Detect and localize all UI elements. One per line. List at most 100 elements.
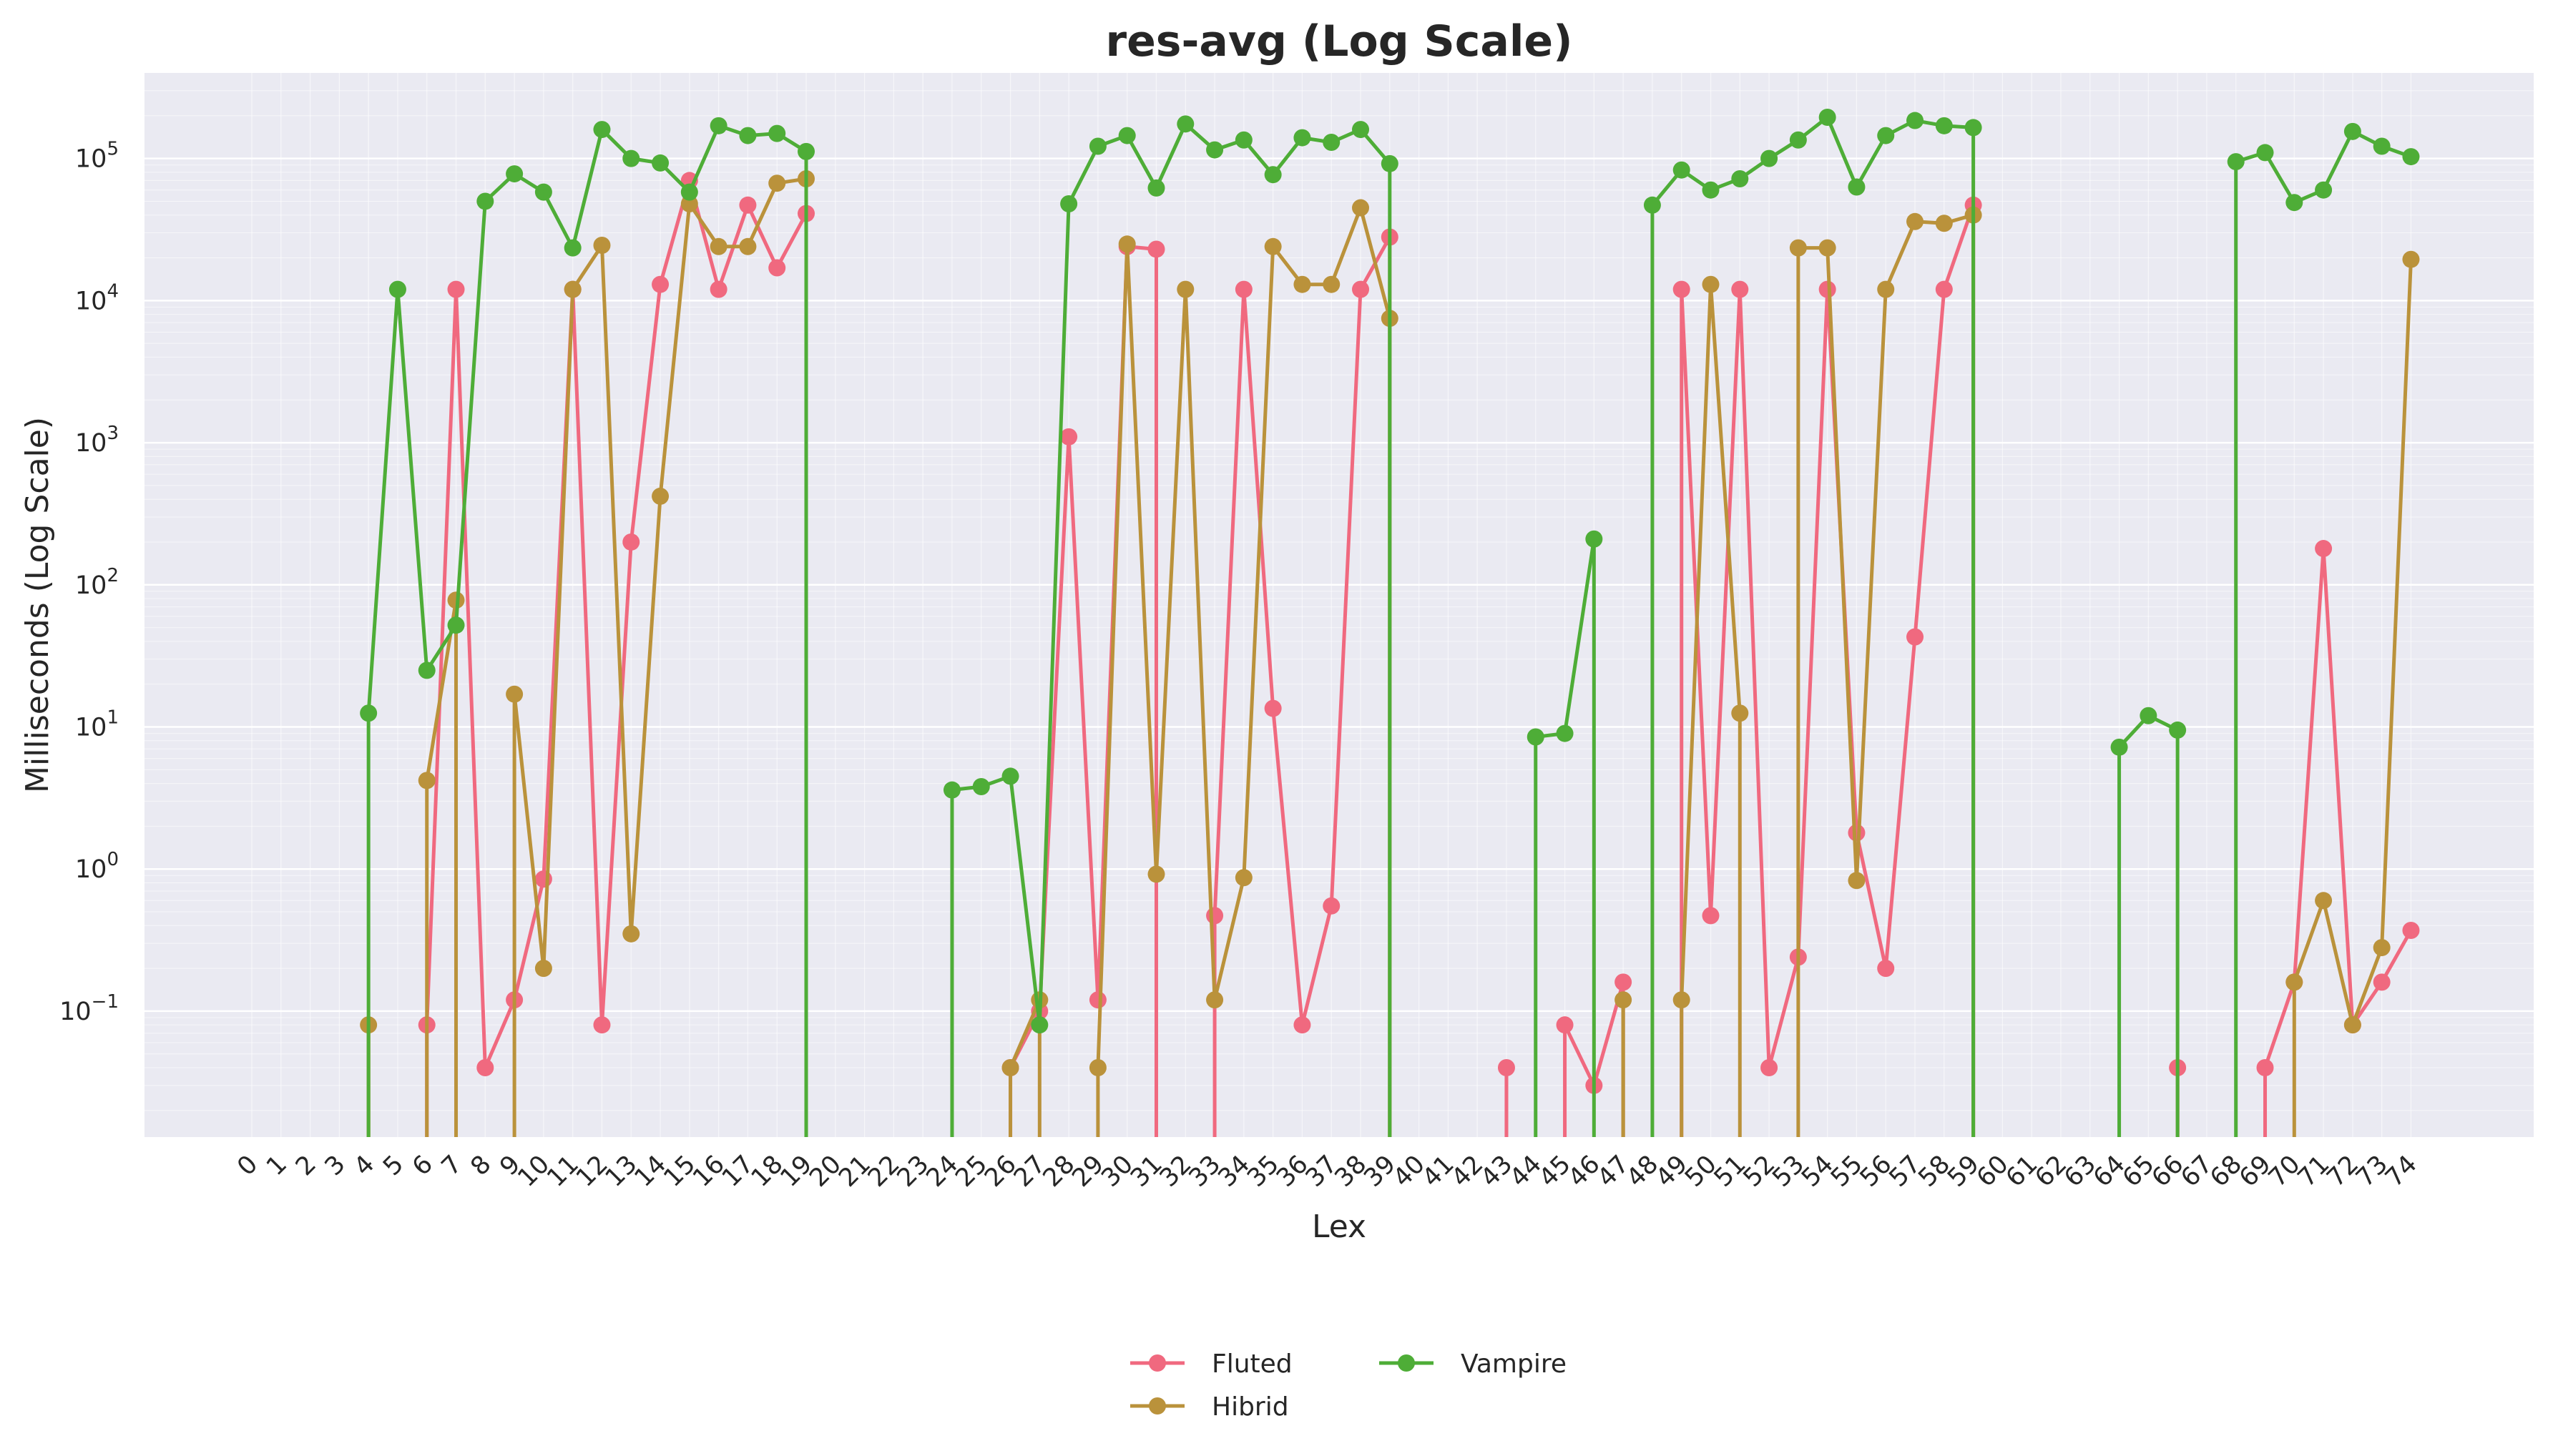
data-point — [1001, 767, 1019, 785]
data-point — [1556, 1016, 1574, 1034]
x-tick-label: 4 — [348, 1150, 380, 1181]
data-point — [534, 183, 552, 201]
data-point — [710, 117, 727, 134]
data-point — [593, 237, 611, 255]
y-tick-exponent: 0 — [107, 849, 119, 870]
data-point — [1818, 280, 1836, 298]
data-point — [1527, 728, 1544, 746]
data-point — [2402, 148, 2420, 166]
series-line — [1009, 999, 1042, 1068]
x-tick-labels: 0123456789101112131415161718192021222324… — [232, 1150, 2422, 1193]
data-point — [1293, 129, 1311, 147]
legend-label: Fluted — [1212, 1349, 1293, 1379]
data-point — [1177, 280, 1195, 298]
data-point — [1001, 1059, 1019, 1077]
y-tick-base: 10 — [75, 571, 107, 600]
data-point — [1060, 195, 1078, 212]
data-point — [447, 280, 465, 298]
data-point — [2315, 181, 2333, 199]
data-point — [1264, 699, 1282, 717]
data-point — [2373, 939, 2391, 957]
data-point — [1031, 1016, 1049, 1034]
y-tick-label: 105 — [75, 139, 119, 174]
data-point — [1381, 154, 1398, 172]
data-point — [768, 174, 786, 192]
data-point — [2285, 194, 2303, 212]
data-point — [1672, 991, 1690, 1009]
data-point — [1614, 991, 1632, 1009]
data-point — [622, 925, 640, 943]
series-layer — [360, 109, 2420, 1137]
data-point — [1352, 199, 1370, 217]
data-point — [1789, 131, 1807, 149]
data-point — [798, 142, 815, 160]
y-tick-label: 102 — [75, 565, 119, 600]
data-point — [1147, 865, 1165, 883]
data-point — [1964, 119, 1982, 137]
data-point — [2402, 922, 2420, 940]
data-point — [1323, 275, 1341, 293]
data-point — [2256, 144, 2274, 162]
data-point — [476, 1059, 494, 1077]
series-line — [951, 122, 1391, 1027]
data-point — [1818, 109, 1836, 127]
data-point — [1235, 131, 1253, 149]
x-tick-label: 7 — [436, 1150, 468, 1181]
data-point — [1702, 181, 1720, 199]
data-point — [506, 165, 524, 183]
data-point — [593, 121, 611, 139]
data-point — [564, 239, 582, 257]
data-point — [739, 196, 757, 214]
data-point — [2315, 892, 2333, 910]
data-point — [2343, 122, 2361, 140]
y-tick-exponent: 2 — [107, 565, 119, 586]
y-tick-label: 104 — [75, 280, 119, 315]
y-tick-label: 103 — [75, 423, 119, 458]
data-point — [1731, 280, 1749, 298]
data-point — [622, 149, 640, 167]
series-line — [2263, 546, 2413, 1068]
chart-title: res-avg (Log Scale) — [1106, 16, 1573, 67]
data-point — [2227, 153, 2245, 171]
y-tick-base: 10 — [75, 713, 107, 742]
series-line — [366, 124, 808, 714]
data-point — [652, 275, 670, 293]
y-tick-exponent: 4 — [107, 280, 119, 302]
data-point — [652, 154, 670, 172]
x-tick-label: 5 — [378, 1150, 409, 1181]
data-point — [2169, 721, 2187, 739]
data-point — [2256, 1059, 2274, 1077]
data-point — [564, 280, 582, 298]
data-point — [1760, 149, 1778, 167]
legend-item-vampire: Vampire — [1379, 1349, 1567, 1379]
data-point — [2110, 738, 2128, 756]
legend-marker — [1149, 1354, 1166, 1372]
series-line — [425, 178, 808, 1070]
y-tick-base: 10 — [75, 145, 107, 174]
data-point — [1614, 973, 1632, 991]
series-vampire — [360, 109, 2420, 1137]
data-point — [1147, 179, 1165, 197]
data-point — [1118, 127, 1136, 144]
data-point — [2343, 1016, 2361, 1034]
data-point — [1848, 872, 1866, 890]
data-point — [1585, 530, 1603, 548]
data-point — [1731, 704, 1749, 722]
data-point — [593, 1016, 611, 1034]
data-point — [1089, 1059, 1107, 1077]
data-point — [1293, 1016, 1311, 1034]
data-point — [1060, 428, 1078, 446]
data-point — [1643, 196, 1661, 214]
data-point — [2373, 973, 2391, 991]
data-point — [1906, 628, 1924, 646]
data-point — [418, 661, 436, 679]
data-point — [2373, 137, 2391, 155]
data-point — [972, 778, 990, 796]
y-gridlines — [144, 90, 2534, 1111]
data-point — [1818, 239, 1836, 257]
data-point — [1848, 824, 1866, 842]
data-point — [739, 237, 757, 255]
legend-marker — [1398, 1354, 1415, 1372]
data-point — [506, 685, 524, 703]
